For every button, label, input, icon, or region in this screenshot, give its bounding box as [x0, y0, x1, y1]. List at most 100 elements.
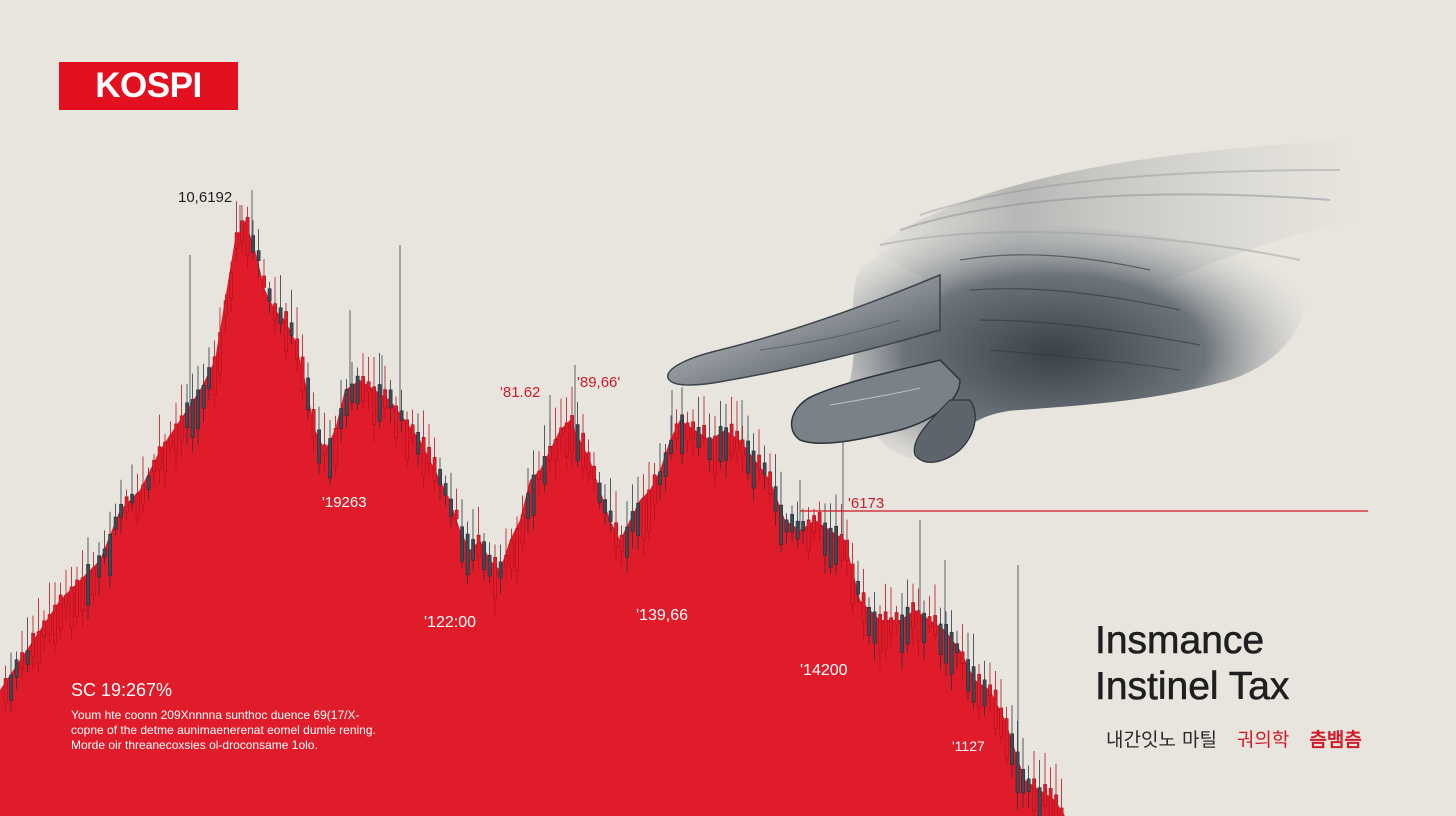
candle-body — [735, 430, 739, 452]
candle-body — [482, 541, 486, 570]
candle-body — [867, 606, 871, 636]
candle-body — [174, 423, 178, 453]
candle-body — [801, 521, 805, 532]
candle-body — [718, 426, 723, 462]
candle-body — [927, 616, 932, 628]
candle-body — [256, 250, 261, 261]
candle-body — [223, 300, 228, 316]
candle-body — [729, 423, 734, 456]
candle-body — [938, 623, 943, 655]
pointing-hand-illustration — [667, 140, 1360, 463]
price-label: '19263 — [322, 494, 367, 511]
candle-body — [966, 659, 970, 692]
candle-body — [328, 438, 332, 479]
candle-body — [586, 452, 591, 474]
candle-body — [427, 446, 431, 464]
price-label: '89,66' — [577, 374, 620, 391]
price-label: '1127 — [952, 738, 985, 754]
candle-body — [691, 421, 695, 440]
price-area-fill — [0, 220, 1065, 816]
candle-body — [883, 611, 888, 650]
candle-body — [399, 410, 404, 421]
candle-body — [999, 707, 1003, 737]
korean-tag-2: 궈의학 — [1236, 729, 1290, 751]
candle-body — [619, 534, 624, 552]
candle-body — [531, 474, 536, 516]
korean-tag-1: 내간잇노 마틸 — [1106, 729, 1217, 751]
candle-body — [36, 631, 41, 663]
candle-body — [575, 424, 580, 462]
candle-body — [872, 611, 877, 644]
candle-body — [25, 650, 30, 665]
candle-body — [168, 435, 173, 447]
candle-body — [993, 689, 998, 730]
candle-body — [790, 513, 794, 533]
candle-body — [971, 666, 976, 703]
candle-body — [42, 620, 46, 637]
candle-body — [53, 604, 57, 644]
candle-body — [498, 561, 503, 579]
candle-body — [570, 415, 574, 452]
candle-body — [190, 399, 195, 438]
candle-body — [218, 332, 222, 375]
candle-body — [702, 425, 706, 439]
candle-body — [757, 454, 761, 470]
candle-body — [614, 522, 618, 548]
candle-body — [476, 534, 481, 557]
candle-body — [779, 504, 783, 545]
candle-body — [504, 554, 508, 567]
candle-body — [1004, 718, 1009, 759]
candle-body — [768, 471, 772, 495]
price-label: '81.62 — [500, 384, 540, 401]
candle-body — [86, 563, 90, 606]
candle-body — [212, 356, 217, 396]
candle-body — [537, 470, 541, 480]
candle-body — [713, 435, 717, 476]
headline-line-2: Instinel Tax — [1095, 665, 1290, 709]
candle-body — [674, 423, 679, 439]
candle-body — [625, 526, 629, 558]
candle-body — [152, 459, 156, 473]
candle-body — [361, 376, 365, 402]
candle-body — [267, 288, 272, 302]
candle-body — [795, 520, 800, 540]
candle-body — [333, 428, 338, 468]
candle-body — [245, 217, 250, 256]
candle-body — [372, 386, 376, 425]
candle-body — [383, 389, 387, 409]
candle-body — [300, 356, 305, 393]
candle-body — [751, 450, 756, 489]
candle-body — [394, 405, 398, 439]
candle-body — [229, 272, 233, 299]
candle-body — [669, 439, 673, 454]
candle-body — [509, 539, 514, 571]
candle-body — [916, 610, 921, 642]
price-labels: 10,6192 '81.62 '89,66' '19263 '6173 '122:00 '1… — [178, 189, 985, 754]
candle-body — [405, 419, 409, 461]
candle-body — [1010, 733, 1014, 766]
candle-body — [1021, 769, 1025, 794]
candle-body — [922, 612, 926, 643]
candle-body — [355, 375, 360, 405]
candle-body — [443, 483, 448, 496]
candle-body — [377, 384, 382, 422]
candle-body — [949, 632, 954, 675]
candle-body — [520, 514, 525, 544]
candle-body — [108, 533, 112, 577]
candle-body — [839, 534, 844, 561]
candle-body — [146, 475, 151, 490]
candle-body — [388, 389, 393, 409]
candle-body — [9, 674, 13, 701]
candle-body — [58, 594, 63, 630]
candle-body — [1032, 778, 1036, 812]
candle-body — [14, 659, 19, 678]
candle-body — [75, 579, 79, 617]
candle-body — [806, 519, 811, 552]
candle-body — [493, 557, 497, 599]
candle-body — [240, 220, 244, 243]
candle-body — [977, 673, 981, 708]
candle-body — [113, 516, 118, 530]
candle-body — [1059, 807, 1064, 816]
candle-body — [762, 462, 767, 475]
candle-body — [823, 522, 827, 556]
